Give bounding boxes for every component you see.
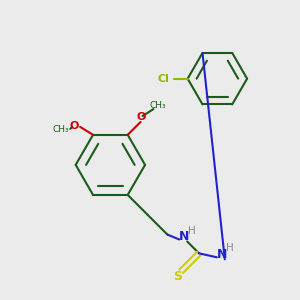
Text: O: O — [137, 112, 146, 122]
Text: N: N — [217, 248, 227, 261]
Text: CH₃: CH₃ — [149, 100, 166, 109]
Text: H: H — [226, 243, 234, 254]
Text: Cl: Cl — [158, 74, 170, 84]
Text: S: S — [173, 270, 182, 283]
Text: N: N — [179, 230, 189, 243]
Text: H: H — [188, 226, 196, 236]
Text: O: O — [70, 121, 79, 131]
Text: CH₃: CH₃ — [52, 125, 69, 134]
